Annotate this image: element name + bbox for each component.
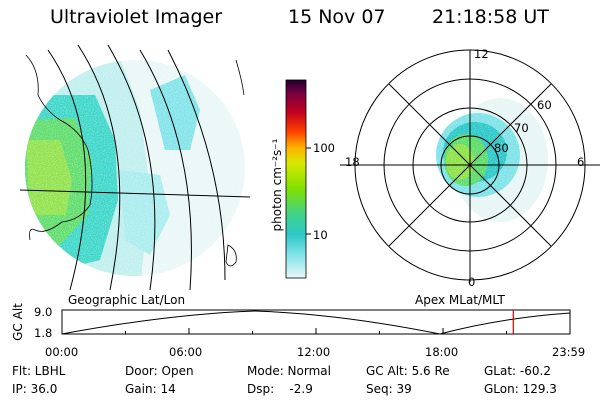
mlt-label-12: 12 <box>474 47 489 61</box>
altitude-ytick-min: 1.8 <box>34 326 53 340</box>
status-ip: IP: 36.0 <box>12 382 58 396</box>
image-date: 15 Nov 07 <box>288 6 386 28</box>
colorbar-tick-10: 10 <box>313 228 328 242</box>
time-tick-0000: 00:00 <box>45 345 79 359</box>
status-glon: GLon: 129.3 <box>484 382 557 396</box>
time-tick-0600: 06:00 <box>169 345 203 359</box>
altitude-ylabel: GC Alt <box>11 303 25 341</box>
geo-panel-caption: Geographic Lat/Lon <box>68 293 186 307</box>
instrument-title: Ultraviolet Imager <box>50 6 223 28</box>
mlt-label-18: 18 <box>345 155 360 169</box>
time-tick-1800: 18:00 <box>425 345 459 359</box>
status-dsp: Dsp: -2.9 <box>247 382 313 396</box>
status-flt: Flt: LBHL <box>12 364 66 378</box>
time-tick-1200: 12:00 <box>297 345 331 359</box>
status-mode: Mode: Normal <box>247 364 331 378</box>
status-door: Door: Open <box>125 364 194 378</box>
mlat-label-60: 60 <box>537 98 552 112</box>
time-tick-2359: 23:59 <box>552 345 586 359</box>
status-glat: GLat: -60.2 <box>484 364 551 378</box>
status-seq: Seq: 39 <box>366 382 412 396</box>
status-gain: Gain: 14 <box>125 382 176 396</box>
altitude-ytick-max: 9.0 <box>34 305 53 319</box>
image-time: 21:18:58 UT <box>432 6 549 28</box>
mlt-label-6: 6 <box>577 155 585 169</box>
status-gc-alt: GC Alt: 5.6 Re <box>366 364 450 378</box>
mlat-label-70: 70 <box>514 121 529 135</box>
polar-panel-caption: Apex MLat/MLT <box>415 293 505 307</box>
colorbar-tick-100: 100 <box>313 141 335 155</box>
mlat-label-80: 80 <box>494 141 509 155</box>
mlt-label-0: 0 <box>468 275 476 289</box>
